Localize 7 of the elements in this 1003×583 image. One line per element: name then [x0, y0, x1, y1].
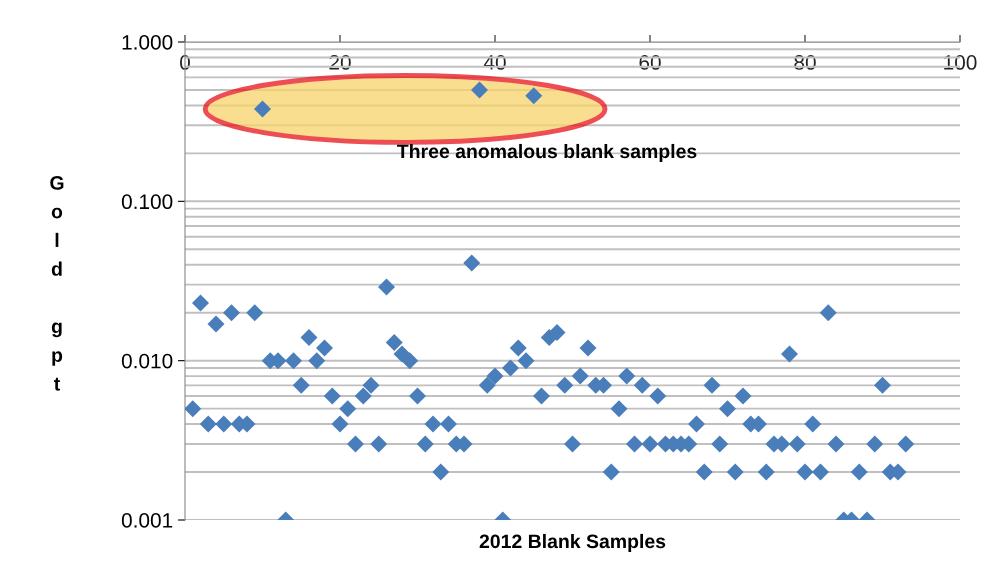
y-tick-label: 1.000 — [122, 35, 173, 50]
annotation: Three anomalous blank samples — [397, 143, 697, 163]
y-tick-label: 0.010 — [121, 353, 173, 369]
y-tick-label: 0.001 — [121, 513, 173, 528]
x-axis-title: 2012 Blank Samples — [479, 533, 666, 553]
y-tick-label: 0.100 — [121, 194, 173, 210]
text: Gold gpt — [50, 175, 64, 391]
